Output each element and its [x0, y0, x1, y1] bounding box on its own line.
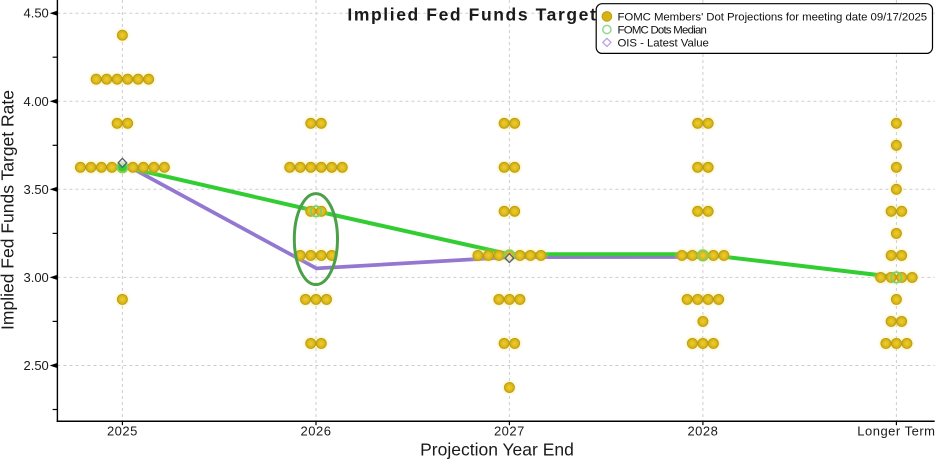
svg-text:2028: 2028 [687, 424, 718, 439]
svg-text:2027: 2027 [494, 424, 525, 439]
svg-text:FOMC Dots Median: FOMC Dots Median [618, 25, 707, 37]
svg-text:Longer Term: Longer Term [857, 424, 935, 439]
svg-text:Implied Fed Funds Target Rate: Implied Fed Funds Target Rate [0, 90, 18, 330]
svg-text:4.00: 4.00 [23, 94, 48, 109]
svg-text:3.50: 3.50 [23, 182, 48, 197]
svg-text:Projection Year End: Projection Year End [420, 440, 574, 460]
svg-text:Implied Fed Funds Target Rate: Implied Fed Funds Target Rate [347, 4, 648, 24]
svg-text:FOMC Members' Dot Projections: FOMC Members' Dot Projections for meetin… [618, 11, 928, 23]
svg-text:2026: 2026 [301, 424, 332, 439]
svg-text:3.00: 3.00 [23, 270, 48, 285]
svg-text:OIS - Latest Value: OIS - Latest Value [618, 37, 709, 49]
svg-text:2.50: 2.50 [23, 358, 48, 373]
svg-text:4.50: 4.50 [23, 6, 48, 21]
svg-text:2025: 2025 [107, 424, 138, 439]
